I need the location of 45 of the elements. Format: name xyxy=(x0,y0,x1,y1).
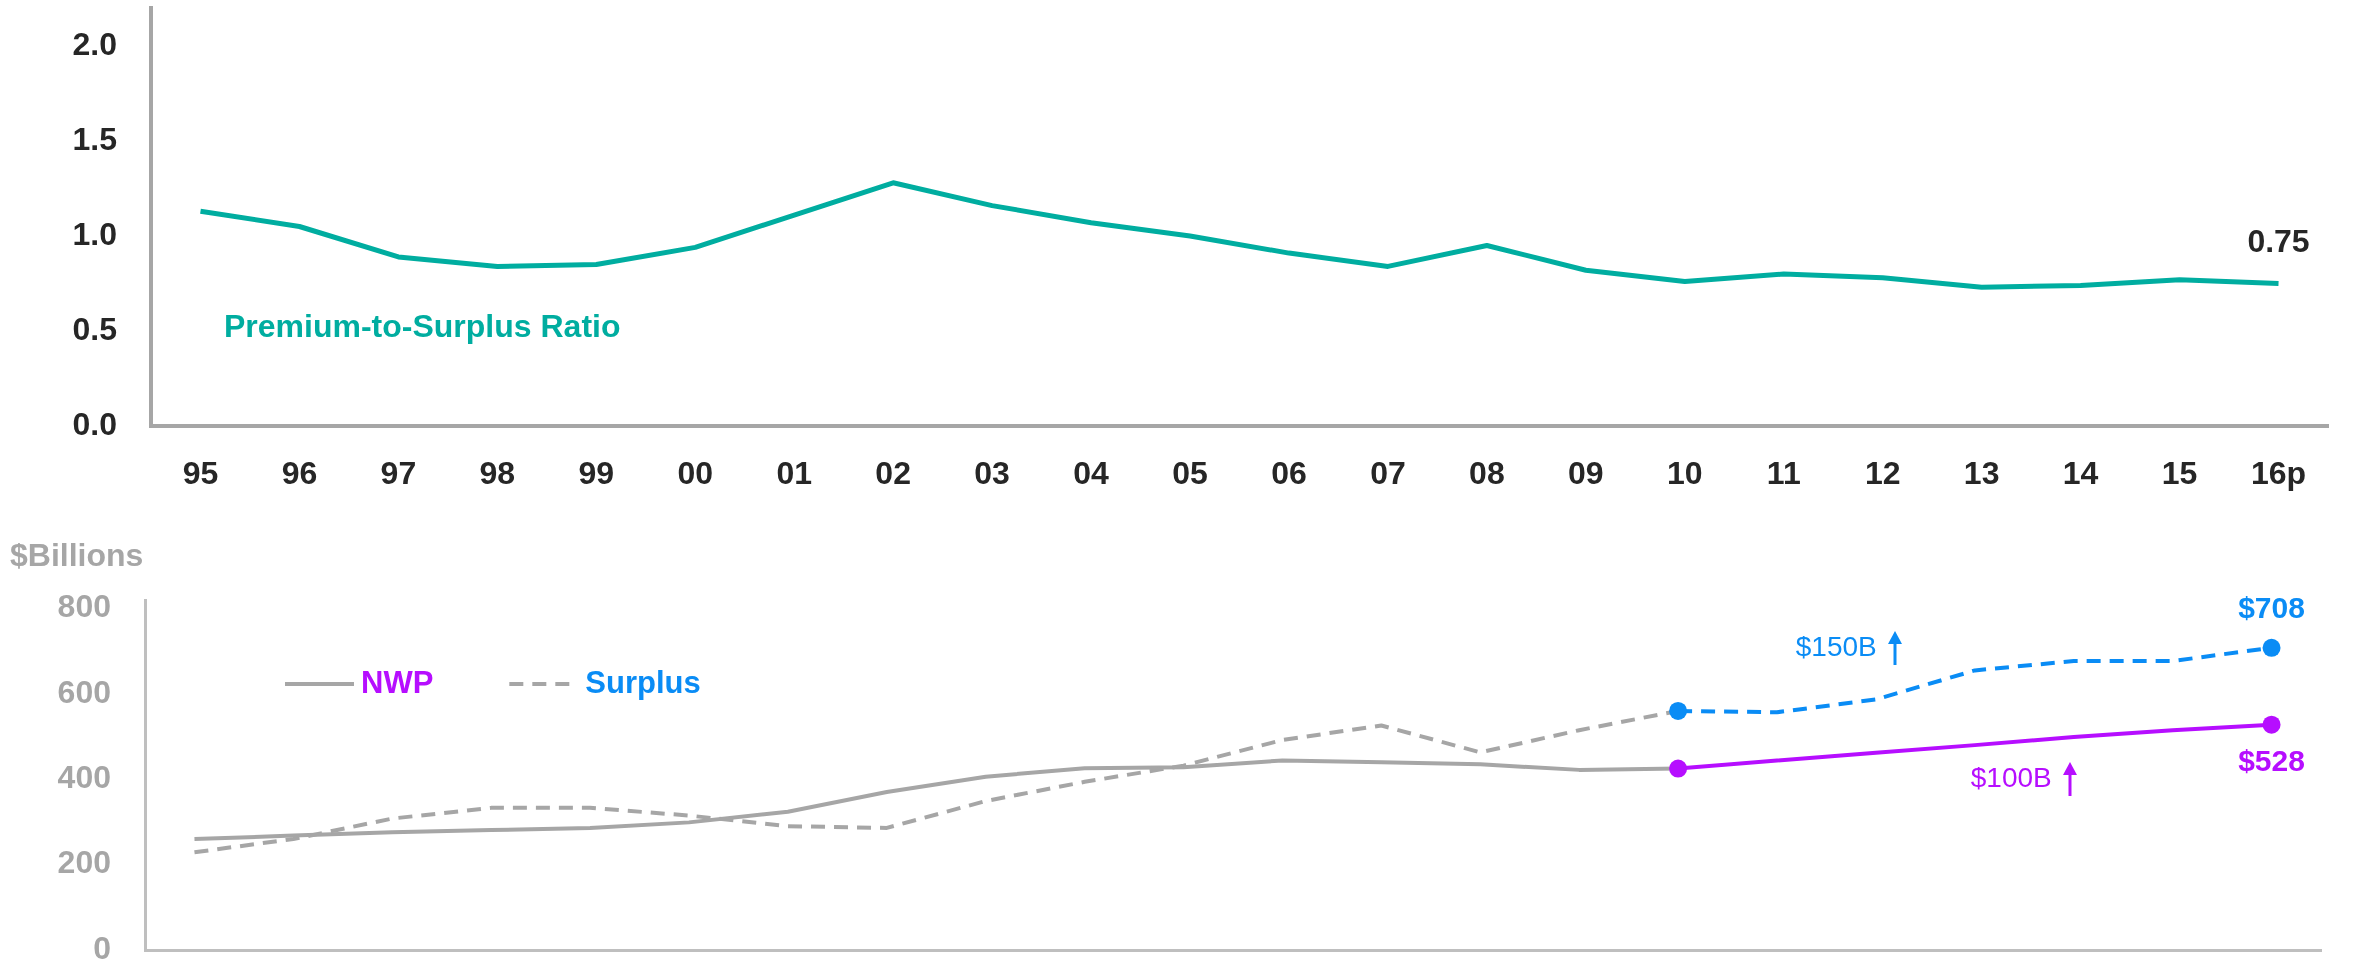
x-tick-label: 07 xyxy=(1370,455,1406,492)
data-label: $528 xyxy=(2238,743,2305,777)
text: NWP xyxy=(361,664,434,700)
y-tick-label: 200 xyxy=(57,844,111,881)
x-tick-label: 00 xyxy=(677,455,714,492)
x-tick-label: 15 xyxy=(2161,455,2198,492)
x-tick-label: 05 xyxy=(1172,455,1208,492)
x-tick-label: 16p xyxy=(2250,455,2307,492)
x-tick-label: 98 xyxy=(479,455,516,492)
x-tick-label: 12 xyxy=(1864,455,1901,492)
x-tick-label: 03 xyxy=(974,455,1010,492)
x-tick-label: 11 xyxy=(1766,455,1801,492)
x-tick-label: 96 xyxy=(281,455,318,492)
x-tick-label: 08 xyxy=(1469,455,1505,492)
data-label: $708 xyxy=(2238,591,2305,625)
data-label: 0.75 xyxy=(2247,223,2310,260)
x-tick-label: 14 xyxy=(2062,455,2099,492)
point xyxy=(2262,715,2281,734)
x-tick-label: 01 xyxy=(776,455,812,492)
x-tick-label: 02 xyxy=(875,455,911,492)
x-tick-label: 99 xyxy=(578,455,615,492)
text: Surplus xyxy=(585,664,701,700)
y-tick-label: 600 xyxy=(57,673,111,710)
y-tick-label: 1.0 xyxy=(72,215,117,252)
annotation: $150B xyxy=(1795,630,1877,662)
x-tick-label: 97 xyxy=(380,455,417,492)
x-tick-label: 06 xyxy=(1271,455,1307,492)
y-tick-label: 800 xyxy=(57,588,111,625)
y-tick-label: 0.5 xyxy=(72,310,117,347)
point xyxy=(1669,759,1688,778)
series-label: Premium-to-Surplus Ratio xyxy=(224,308,621,345)
point xyxy=(2262,638,2281,657)
y-tick-label: 400 xyxy=(57,759,111,796)
point xyxy=(1669,701,1688,720)
x-tick-label: 95 xyxy=(182,455,219,492)
x-tick-label: 09 xyxy=(1568,455,1604,492)
y-tick-label: 0 xyxy=(93,929,111,965)
annotation: $100B xyxy=(1970,762,2052,794)
y-tick-label: 1.5 xyxy=(72,120,117,157)
x-tick-label: 13 xyxy=(1963,455,2000,492)
x-tick-label: 10 xyxy=(1667,455,1703,492)
x-tick-label: 04 xyxy=(1073,455,1110,492)
y-tick-label: 0.0 xyxy=(72,405,117,442)
y-axis-title: $Billions xyxy=(10,536,144,573)
y-tick-label: 2.0 xyxy=(72,25,117,62)
